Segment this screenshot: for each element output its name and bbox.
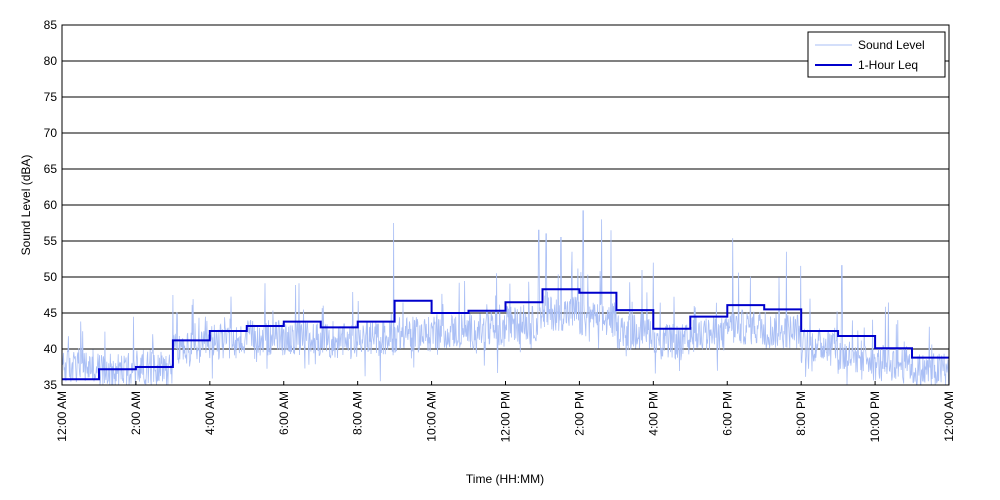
y-tick-label: 80 bbox=[44, 54, 58, 68]
y-axis-ticks: 35 40 45 50 55 60 65 70 75 80 85 bbox=[44, 18, 66, 392]
y-tick-label: 65 bbox=[44, 162, 58, 176]
y-tick-label: 35 bbox=[44, 378, 58, 392]
x-tick-label: 2:00 PM bbox=[572, 391, 586, 436]
y-tick-label: 50 bbox=[44, 270, 58, 284]
x-tick-label: 12:00 PM bbox=[499, 391, 513, 442]
y-tick-label: 60 bbox=[44, 198, 58, 212]
x-tick-label: 10:00 AM bbox=[425, 391, 439, 442]
x-tick-label: 4:00 AM bbox=[203, 391, 217, 435]
y-tick-label: 40 bbox=[44, 342, 58, 356]
legend: Sound Level 1-Hour Leq bbox=[807, 31, 946, 78]
legend-box bbox=[807, 31, 946, 78]
x-axis-ticks: 12:00 AM 2:00 AM 4:00 AM 6:00 AM 8:00 AM 10:0… bbox=[55, 381, 956, 442]
y-tick-label: 70 bbox=[44, 126, 58, 140]
x-tick-label: 12:00 AM bbox=[942, 391, 956, 442]
x-axis-label: Time (HH:MM) bbox=[466, 472, 544, 486]
leq-step-line bbox=[62, 288, 949, 381]
leq-series bbox=[62, 288, 949, 381]
x-tick-label: 8:00 AM bbox=[351, 391, 365, 435]
x-tick-label: 6:00 AM bbox=[277, 391, 291, 435]
y-tick-label: 55 bbox=[44, 234, 58, 248]
x-tick-label: 10:00 PM bbox=[868, 391, 882, 442]
y-tick-label: 75 bbox=[44, 90, 58, 104]
sound-level-line bbox=[61, 210, 950, 386]
x-tick-label: 4:00 PM bbox=[646, 391, 660, 436]
legend-label-leq: 1-Hour Leq bbox=[858, 58, 918, 72]
sound-level-series bbox=[61, 210, 950, 386]
x-tick-label: 12:00 AM bbox=[55, 391, 69, 442]
x-tick-label: 6:00 PM bbox=[720, 391, 734, 436]
legend-label-sound-level: Sound Level bbox=[858, 38, 925, 52]
y-tick-label: 85 bbox=[44, 18, 58, 32]
x-tick-label: 8:00 PM bbox=[794, 391, 808, 436]
y-tick-label: 45 bbox=[44, 306, 58, 320]
y-axis-label: Sound Level (dBA) bbox=[19, 155, 33, 256]
x-tick-label: 2:00 AM bbox=[129, 391, 143, 435]
